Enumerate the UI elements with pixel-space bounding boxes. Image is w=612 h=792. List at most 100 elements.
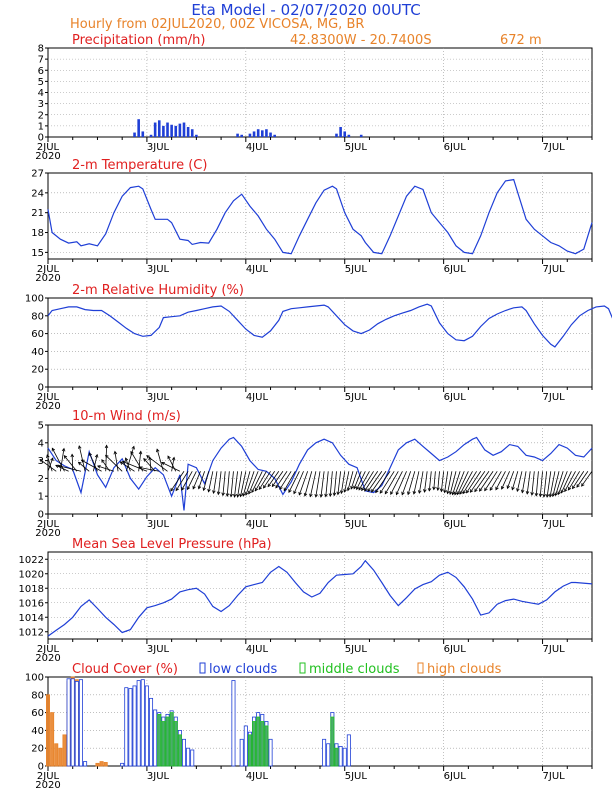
wind-ytick-label: 2 bbox=[38, 474, 44, 485]
precip-ytick-label: 1 bbox=[38, 121, 44, 132]
precip-ytick-label: 7 bbox=[38, 55, 44, 66]
wind-arrowhead bbox=[371, 488, 375, 493]
mslp-frame bbox=[47, 551, 593, 640]
panel-rh: 0 20 40 60 80 100 2JUL 3JUL 4JUL 5JUL 6JUL 7JUL 2020… bbox=[25, 283, 612, 412]
legend-swatch-middle-clouds bbox=[299, 662, 306, 674]
precip-bar bbox=[248, 133, 252, 137]
wind-arrowhead bbox=[423, 489, 427, 493]
wind-arrowhead bbox=[395, 491, 399, 496]
wind-arrowhead bbox=[216, 491, 221, 496]
precip-bar bbox=[190, 129, 194, 137]
cloud-bar-low-clouds bbox=[342, 747, 347, 767]
cloud-bar-middle-clouds bbox=[264, 725, 269, 767]
mslp-year-label: 2020 bbox=[35, 653, 60, 664]
precip-bar bbox=[240, 134, 243, 137]
wind-arrowhead bbox=[520, 489, 525, 494]
cloud-bar-high-clouds bbox=[58, 747, 63, 767]
wind-vector bbox=[230, 471, 234, 497]
wind-vector bbox=[234, 471, 238, 498]
wind-arrowhead bbox=[474, 488, 478, 493]
cloud-bar-high-clouds bbox=[46, 694, 51, 767]
rh-xtick-label: 6JUL bbox=[444, 392, 467, 403]
wind-arrowhead bbox=[511, 486, 515, 491]
cloud-bar-low-clouds bbox=[120, 762, 125, 767]
temp-series-line bbox=[47, 178, 593, 255]
wind-arrowhead bbox=[94, 453, 99, 458]
cloud-bar-middle-clouds bbox=[157, 713, 162, 767]
wind-vector bbox=[507, 471, 515, 489]
wind-ytick-label: 5 bbox=[38, 421, 44, 432]
wind-vector bbox=[418, 471, 424, 494]
wind-arrowhead bbox=[57, 464, 62, 468]
wind-arrowhead bbox=[501, 486, 505, 490]
wind-arrowhead bbox=[293, 490, 297, 495]
precip-bar bbox=[162, 125, 165, 137]
wind-vector bbox=[470, 471, 486, 493]
precip-bar bbox=[347, 134, 351, 137]
wind-vector bbox=[449, 471, 457, 495]
wind-arrowhead bbox=[560, 489, 564, 494]
legend-label-middle-clouds: middle clouds bbox=[309, 662, 400, 677]
wind-vector bbox=[258, 471, 271, 490]
wind-arrowhead bbox=[130, 450, 134, 455]
precip-bar bbox=[195, 134, 198, 137]
wind-vector bbox=[120, 461, 135, 472]
wind-ytick-label: 0 bbox=[38, 510, 44, 521]
wind-arrowhead bbox=[70, 453, 75, 458]
wind-vector bbox=[208, 471, 214, 492]
wind-arrowhead bbox=[557, 491, 561, 496]
temp-ytick-label: 27 bbox=[31, 169, 44, 180]
wind-arrowhead bbox=[197, 485, 202, 490]
wind-vector bbox=[240, 471, 247, 497]
wind-vector bbox=[581, 471, 593, 487]
wind-arrowhead bbox=[350, 485, 354, 490]
wind-arrowhead bbox=[146, 455, 150, 459]
temp-ytick-label: 21 bbox=[31, 208, 44, 219]
wind-vector bbox=[560, 471, 572, 494]
wind-vector bbox=[401, 471, 412, 495]
wind-arrowhead bbox=[122, 460, 126, 465]
wind-vector bbox=[557, 471, 568, 495]
wind-vector bbox=[114, 451, 119, 472]
wind-vector bbox=[146, 455, 168, 472]
wind-vector bbox=[161, 462, 181, 472]
mslp-series-line bbox=[47, 559, 593, 637]
cloud-bar-low-clouds bbox=[83, 761, 88, 767]
wind-vector bbox=[546, 471, 552, 498]
mslp-ytick-label: 1012 bbox=[19, 627, 44, 638]
wind-arrowhead bbox=[384, 490, 389, 495]
cloud-ytick-label: 80 bbox=[31, 690, 44, 701]
wind-arrowhead bbox=[489, 487, 493, 491]
wind-vector bbox=[395, 471, 407, 495]
wind-arrowhead bbox=[525, 490, 530, 495]
wind-arrowhead bbox=[229, 493, 234, 498]
wind-vector bbox=[320, 471, 325, 498]
cloud-bar-low-clouds bbox=[338, 746, 343, 767]
wind-panel-title: 10-m Wind (m/s) bbox=[72, 409, 181, 424]
wind-vector bbox=[428, 471, 432, 491]
precip-bar bbox=[269, 132, 272, 137]
wind-vector bbox=[251, 471, 263, 493]
wind-vector bbox=[407, 471, 416, 495]
wind-arrowhead bbox=[156, 448, 160, 453]
precip-bar bbox=[178, 123, 182, 137]
wind-arrowhead bbox=[245, 492, 249, 496]
wind-arrowhead bbox=[581, 483, 585, 487]
wind-arrowhead bbox=[271, 483, 276, 488]
wind-arrowhead bbox=[171, 456, 176, 461]
wind-vector bbox=[337, 471, 342, 495]
mslp-xtick-label: 3JUL bbox=[147, 644, 170, 655]
rh-xtick-label: 5JUL bbox=[345, 392, 368, 403]
precip-bar bbox=[157, 120, 161, 137]
cloud-bar-middle-clouds bbox=[169, 712, 174, 767]
precip-xtick-label: 5JUL bbox=[345, 142, 368, 153]
wind-vector bbox=[156, 449, 164, 472]
wind-arrowhead bbox=[80, 459, 85, 463]
wind-arrowhead bbox=[454, 491, 458, 496]
wind-vector bbox=[521, 471, 527, 493]
wind-vector bbox=[55, 465, 69, 472]
cloud-bar-middle-clouds bbox=[177, 734, 182, 767]
cloud-bar-middle-clouds bbox=[330, 716, 335, 767]
cloud-bar-low-clouds bbox=[186, 747, 191, 767]
wind-vector bbox=[125, 457, 131, 472]
